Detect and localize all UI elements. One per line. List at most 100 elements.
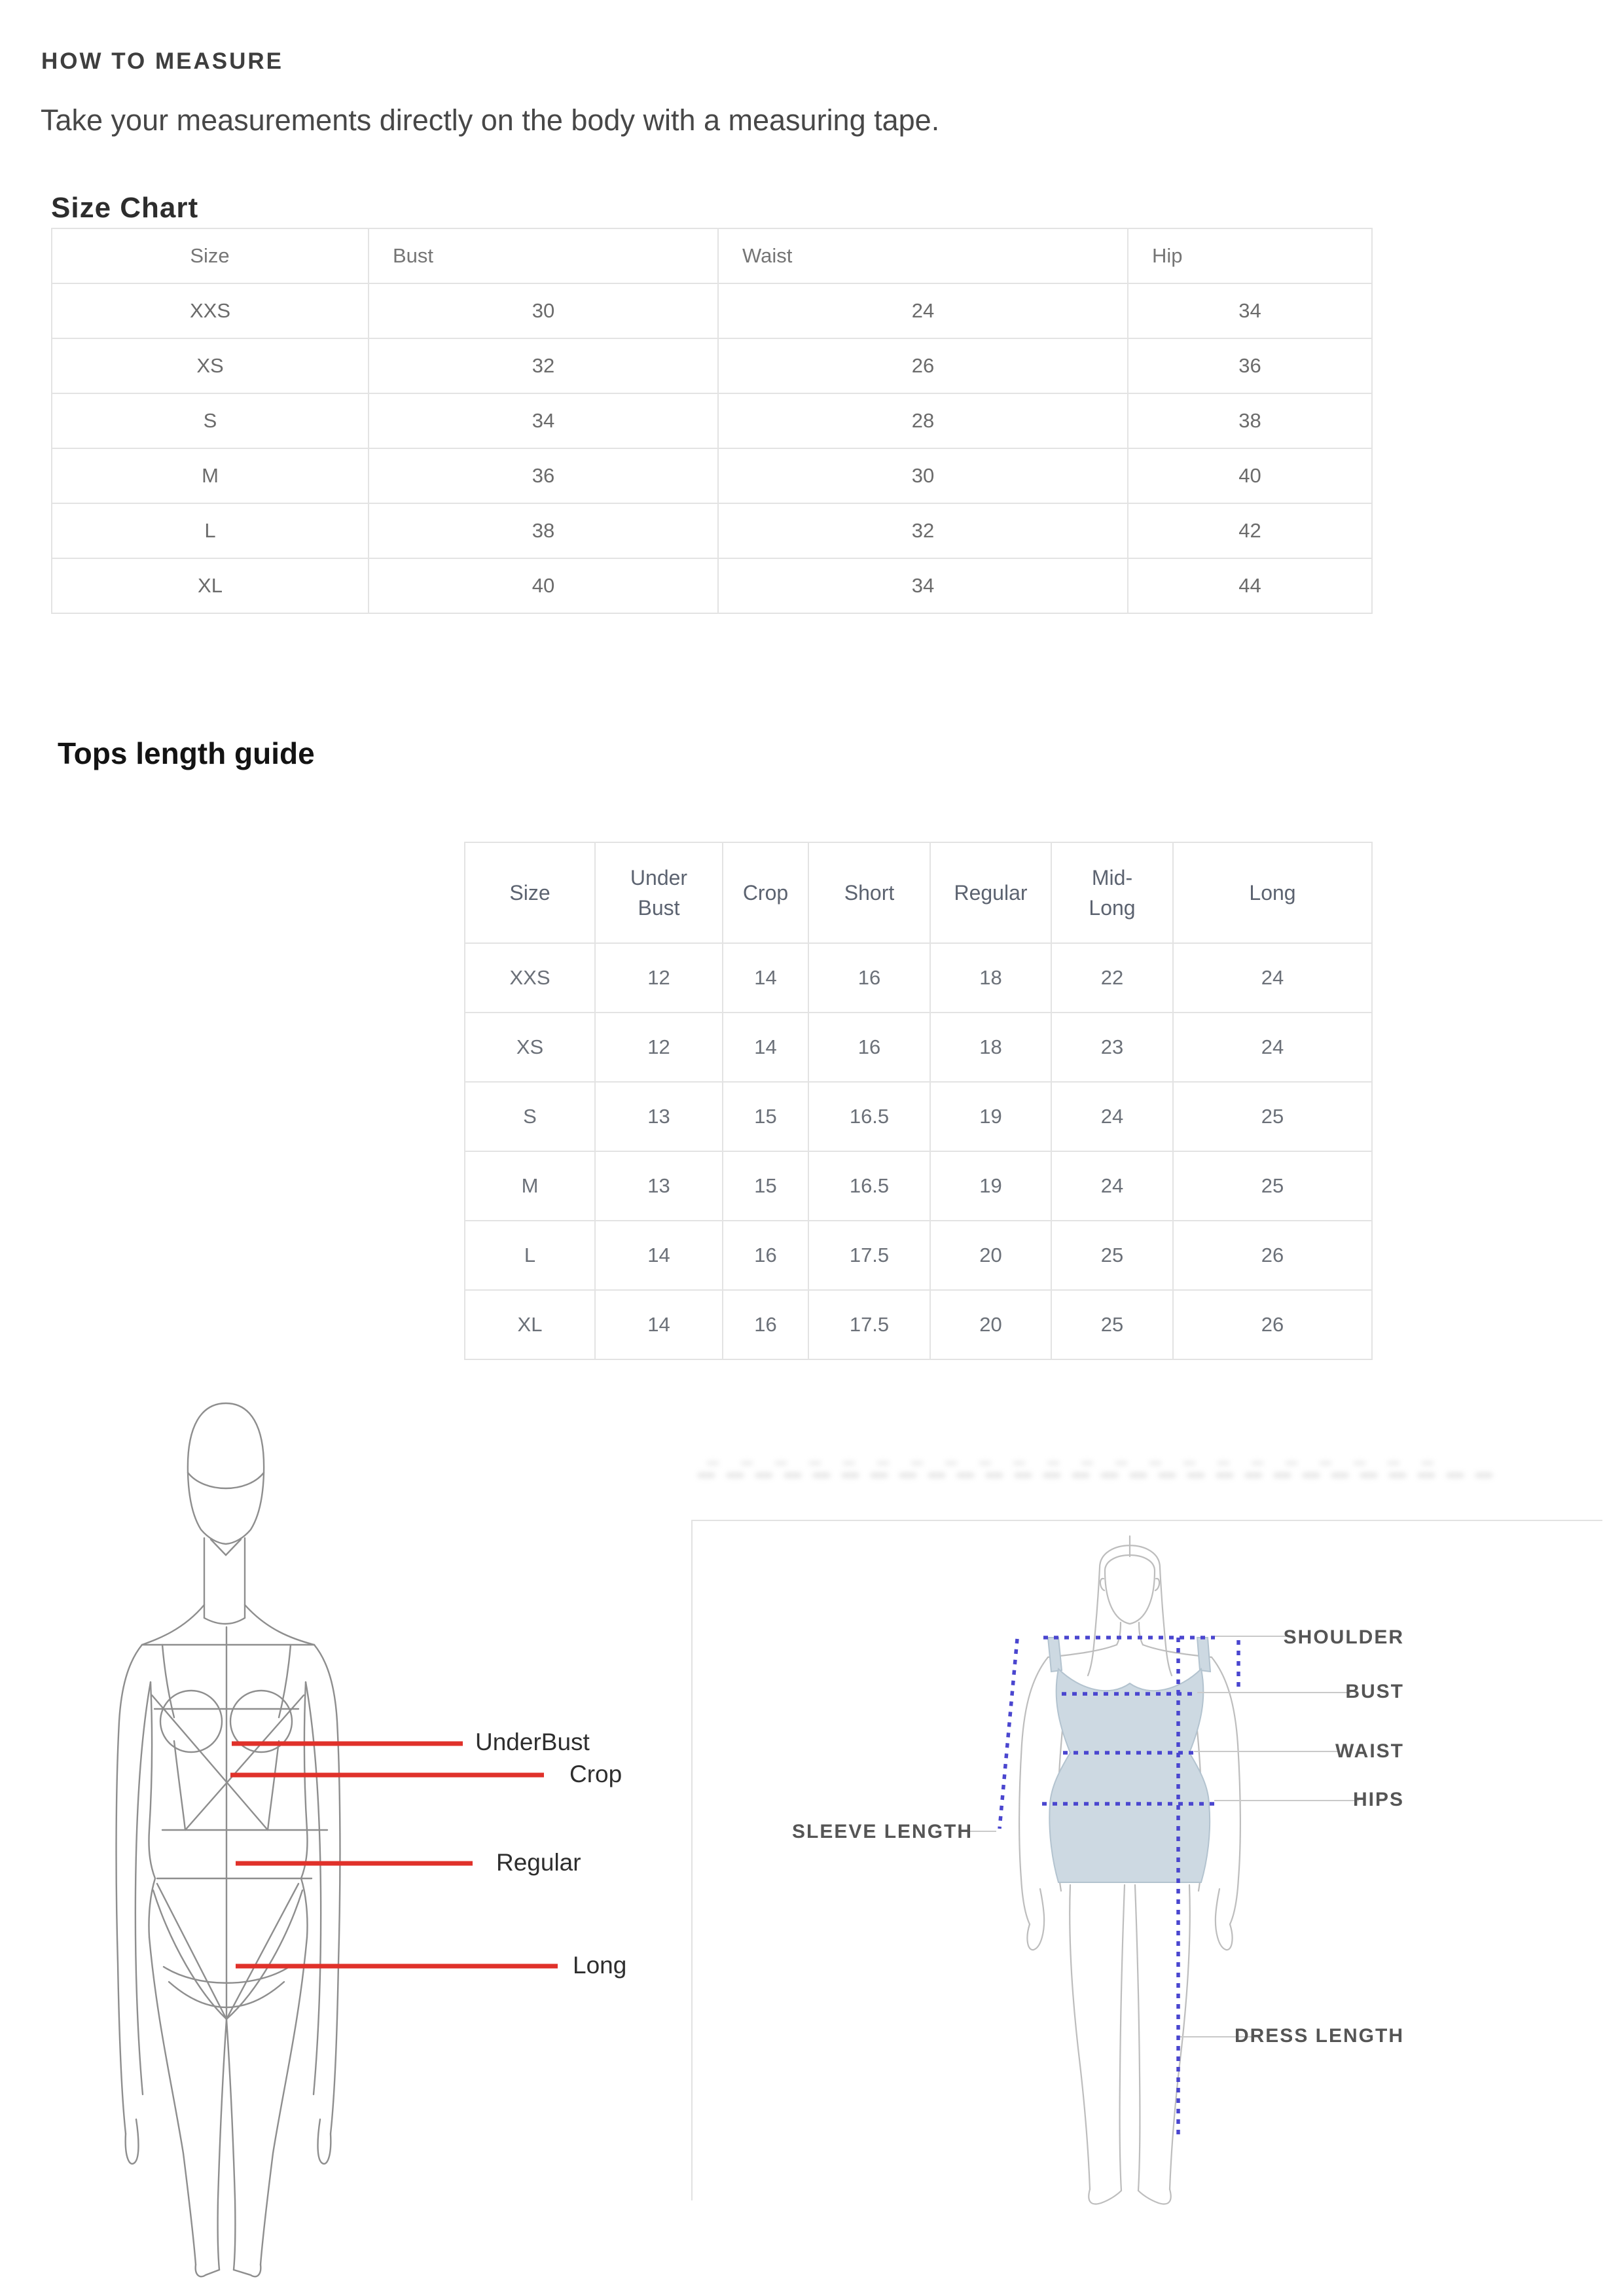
value-cell: 26 [717, 338, 1128, 394]
value-cell: 13 [594, 1151, 723, 1221]
table-row: XXS 12 14 16 18 22 24 [464, 942, 1373, 1013]
value-cell: 15 [722, 1081, 809, 1152]
value-cell: 14 [722, 1012, 809, 1083]
size-chart-header-row: Size Bust Waist Hip [51, 228, 1373, 284]
value-cell: 32 [717, 503, 1128, 559]
sleeve-dash-line [998, 1638, 1019, 1829]
value-cell: 20 [929, 1289, 1052, 1360]
value-cell: 15 [722, 1151, 809, 1221]
page-title: HOW TO MEASURE [41, 48, 283, 74]
value-cell: 25 [1172, 1151, 1373, 1221]
value-cell: 17.5 [808, 1289, 931, 1360]
hips-label: HIPS [1352, 1789, 1404, 1810]
size-cell: M [51, 448, 369, 504]
panel-border-top [691, 1520, 1602, 1521]
size-chart-table: Size Bust Waist Hip XXS 30 24 34 XS 32 26 36 S 34 28 3… [51, 228, 1373, 614]
value-cell: 24 [1051, 1151, 1174, 1221]
table-row: M 36 30 40 [51, 448, 1373, 504]
value-cell: 38 [368, 503, 719, 559]
value-cell: 24 [1172, 942, 1373, 1013]
value-cell: 25 [1051, 1289, 1174, 1360]
table-row: S 13 15 16.5 19 24 25 [464, 1081, 1373, 1152]
size-cell: XS [51, 338, 369, 394]
value-cell: 23 [1051, 1012, 1174, 1083]
column-header: Waist [717, 228, 1128, 284]
value-cell: 25 [1172, 1081, 1373, 1152]
dress-figure [958, 1535, 1359, 2205]
value-cell: 24 [717, 283, 1128, 339]
value-cell: 30 [368, 283, 719, 339]
column-header: Bust [368, 228, 719, 284]
size-cell: L [51, 503, 369, 559]
column-header: Long [1172, 842, 1373, 944]
value-cell: 30 [717, 448, 1128, 504]
value-cell: 22 [1051, 942, 1174, 1013]
column-header: Hip [1127, 228, 1373, 284]
value-cell: 16.5 [808, 1151, 931, 1221]
table-row: L 14 16 17.5 20 25 26 [464, 1220, 1373, 1291]
value-cell: 38 [1127, 393, 1373, 449]
column-header: Under Bust [594, 842, 723, 944]
value-cell: 24 [1051, 1081, 1174, 1152]
value-cell: 13 [594, 1081, 723, 1152]
column-header: Size [51, 228, 369, 284]
value-cell: 14 [722, 942, 809, 1013]
value-cell: 34 [368, 393, 719, 449]
value-cell: 44 [1127, 558, 1373, 614]
size-cell: S [464, 1081, 596, 1152]
value-cell: 24 [1172, 1012, 1373, 1083]
crop-label: Crop [569, 1761, 623, 1787]
size-cell: M [464, 1151, 596, 1221]
tops-length-header-row: Size Under Bust Crop Short Regular Mid- Long L… [464, 842, 1373, 944]
tops-length-diagram: UnderBust Crop Regular Long [65, 1374, 687, 2291]
table-row: XS 32 26 36 [51, 338, 1373, 394]
value-cell: 14 [594, 1289, 723, 1360]
value-cell: 34 [717, 558, 1128, 614]
shoulder-label: SHOULDER [1283, 1626, 1404, 1648]
table-row: XL 40 34 44 [51, 558, 1373, 614]
regular-label: Regular [496, 1849, 581, 1876]
value-cell: 25 [1051, 1220, 1174, 1291]
underbust-label: UnderBust [475, 1729, 590, 1755]
value-cell: 28 [717, 393, 1128, 449]
bust-label: BUST [1345, 1681, 1404, 1702]
value-cell: 34 [1127, 283, 1373, 339]
value-cell: 17.5 [808, 1220, 931, 1291]
column-header: Mid- Long [1051, 842, 1174, 944]
value-cell: 18 [929, 942, 1052, 1013]
size-cell: S [51, 393, 369, 449]
column-header: Regular [929, 842, 1052, 944]
value-cell: 20 [929, 1220, 1052, 1291]
table-row: XL 14 16 17.5 20 25 26 [464, 1289, 1373, 1360]
value-cell: 40 [1127, 448, 1373, 504]
waist-label: WAIST [1335, 1740, 1404, 1762]
value-cell: 32 [368, 338, 719, 394]
value-cell: 16 [808, 1012, 931, 1083]
table-row: S 34 28 38 [51, 393, 1373, 449]
size-cell: XL [51, 558, 369, 614]
size-cell: XXS [464, 942, 596, 1013]
panel-border-left [691, 1520, 693, 2200]
value-cell: 12 [594, 1012, 723, 1083]
column-header: Short [808, 842, 931, 944]
croquis-line-art [115, 1402, 558, 2278]
value-cell: 12 [594, 942, 723, 1013]
value-cell: 16 [808, 942, 931, 1013]
size-cell: XL [464, 1289, 596, 1360]
value-cell: 16 [722, 1220, 809, 1291]
value-cell: 26 [1172, 1220, 1373, 1291]
value-cell: 19 [929, 1081, 1052, 1152]
size-cell: XXS [51, 283, 369, 339]
sleeve-length-label: SLEEVE LENGTH [792, 1821, 973, 1842]
value-cell: 36 [1127, 338, 1373, 394]
value-cell: 42 [1127, 503, 1373, 559]
dress-length-label: DRESS LENGTH [1234, 2025, 1404, 2047]
dress-measure-diagram: SHOULDER BUST WAIST HIPS SLEEVE LENGTH D… [687, 1505, 1604, 2278]
tops-length-table: Size Under Bust Crop Short Regular Mid- Long L… [464, 842, 1373, 1360]
intro-text: Take your measurements directly on the b… [41, 103, 940, 137]
value-cell: 40 [368, 558, 719, 614]
value-cell: 26 [1172, 1289, 1373, 1360]
tops-guide-title: Tops length guide [58, 736, 315, 770]
size-cell: XS [464, 1012, 596, 1083]
value-cell: 19 [929, 1151, 1052, 1221]
